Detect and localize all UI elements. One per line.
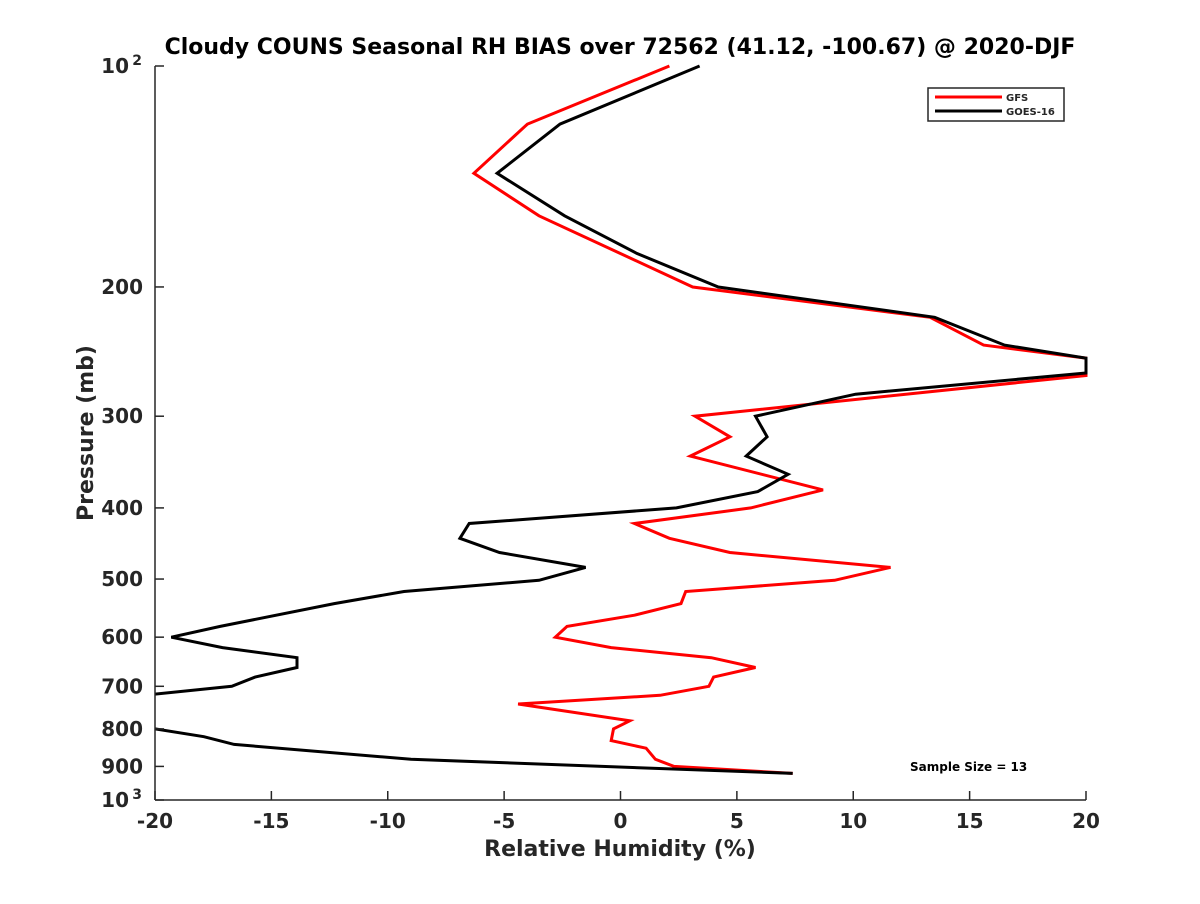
x-tick-label: -10 — [370, 809, 406, 833]
y-axis-label: Pressure (mb) — [74, 345, 99, 521]
x-tick-label: 10 — [839, 809, 867, 833]
x-tick-label: -20 — [137, 809, 173, 833]
x-tick-label: -5 — [493, 809, 515, 833]
chart-title: Cloudy COUNS Seasonal RH BIAS over 72562… — [165, 35, 1076, 60]
sample-size-annotation: Sample Size = 13 — [910, 760, 1027, 774]
series-line-gfs — [471, 64, 1088, 775]
y-tick-label: 500 — [101, 567, 143, 591]
y-tick-label: 400 — [101, 496, 143, 520]
y-tick-base: 10 — [101, 54, 129, 78]
y-tick-label: 600 — [101, 625, 143, 649]
y-tick-label: 300 — [101, 404, 143, 428]
legend-label-gfs: GFS — [1006, 93, 1028, 104]
x-tick-label: -15 — [253, 809, 289, 833]
legend-box — [927, 87, 1065, 122]
y-tick-label: 10 — [101, 788, 129, 812]
y-tick-label: 900 — [101, 754, 143, 778]
y-tick-label: 700 — [101, 674, 143, 698]
legend-label-goes16: GOES-16 — [1006, 107, 1055, 118]
y-tick-label: 200 — [101, 275, 143, 299]
x-axis-label: Relative Humidity (%) — [484, 837, 756, 862]
y-tick-exponent: 2 — [132, 53, 142, 69]
x-tick-label: 15 — [956, 809, 984, 833]
y-tick-label: 10 — [101, 54, 129, 78]
series-line-goes16 — [155, 64, 1088, 775]
x-tick-label: 20 — [1072, 809, 1100, 833]
y-tick-base: 10 — [101, 788, 129, 812]
y-tick-exponent: 3 — [132, 787, 142, 803]
x-tick-label: 5 — [730, 809, 744, 833]
x-tick-label: 0 — [614, 809, 628, 833]
legend: GFS GOES-16 — [927, 87, 1065, 122]
y-tick-label: 800 — [101, 717, 143, 741]
series-layer — [155, 64, 1088, 775]
